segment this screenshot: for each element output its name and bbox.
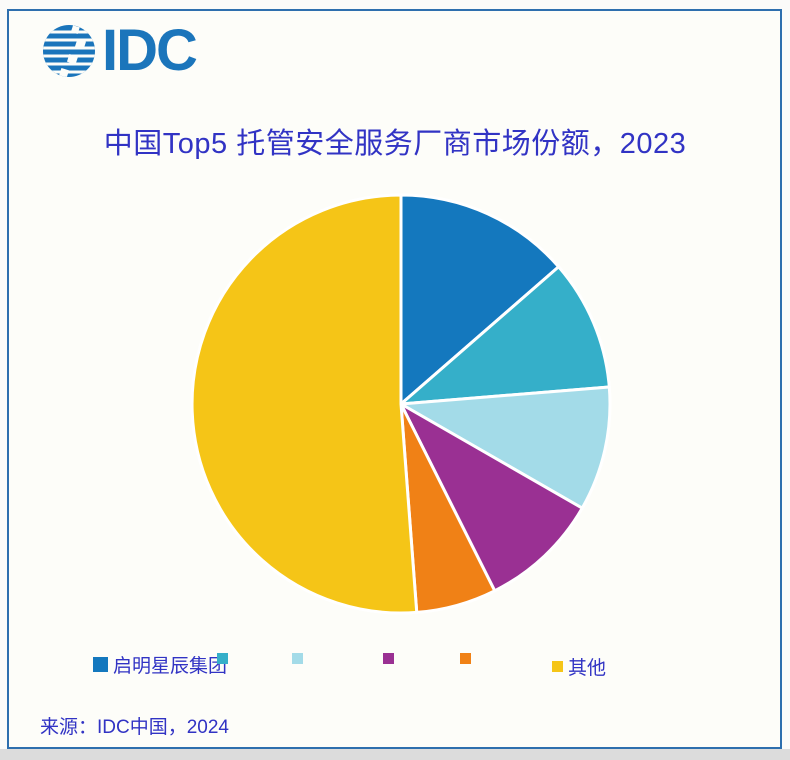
legend-label: 其他: [568, 658, 607, 679]
legend-swatch: [460, 653, 471, 664]
idc-logo: IDC: [42, 18, 198, 83]
legend-item-others: 其他: [552, 653, 606, 680]
legend-swatch: [93, 657, 108, 672]
pie-slice: [399, 193, 561, 406]
legend-item-vendor4: [383, 653, 399, 664]
legend-item-vendor5: [460, 653, 476, 664]
pie-slice: [399, 402, 584, 593]
legend: 启明星辰集团 其他: [0, 648, 790, 679]
pie-chart: [190, 193, 612, 615]
pie-slice: [399, 265, 611, 406]
source-note: 来源：IDC中国，2024: [40, 717, 229, 738]
legend-swatch: [383, 653, 394, 664]
legend-item-vendor3: [292, 653, 308, 664]
legend-swatch: [292, 653, 303, 664]
legend-label: 启明星辰集团: [113, 656, 228, 677]
chart-title: 中国Top5 托管安全服务厂商市场份额，2023: [103, 128, 687, 160]
legend-swatch: [552, 661, 563, 672]
idc-logo-text: IDC: [102, 18, 198, 83]
legend-swatch: [217, 653, 228, 664]
legend-item-vendor2: [217, 653, 233, 664]
legend-item-qimingxingchen: 启明星辰集团: [93, 651, 227, 678]
idc-globe-icon: [43, 25, 95, 77]
page-bottom-strip: [0, 749, 790, 760]
pie-slice: [190, 193, 419, 615]
pie-slice: [399, 385, 612, 510]
